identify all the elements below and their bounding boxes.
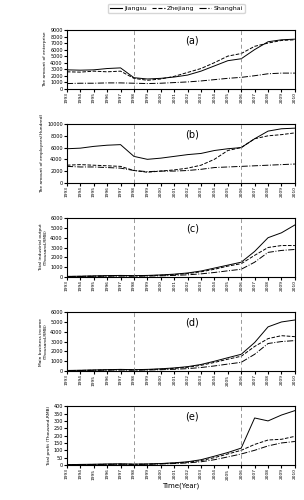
- Text: (b): (b): [185, 130, 199, 140]
- Y-axis label: Total industrial output
(Thousand,RMB): Total industrial output (Thousand,RMB): [39, 224, 47, 272]
- Text: (e): (e): [185, 412, 199, 422]
- Y-axis label: The amount of employees(Hundred): The amount of employees(Hundred): [40, 114, 44, 193]
- Y-axis label: Main business income
(Thousand,RMB): Main business income (Thousand,RMB): [39, 318, 47, 366]
- Text: (c): (c): [186, 224, 199, 234]
- Text: (d): (d): [185, 318, 199, 328]
- X-axis label: Time(Year): Time(Year): [162, 482, 199, 489]
- Legend: Jiangsu, Zhejiang, Shanghai: Jiangsu, Zhejiang, Shanghai: [108, 4, 245, 13]
- Text: (a): (a): [185, 36, 199, 46]
- Y-axis label: Total profit (Thousand,RMB): Total profit (Thousand,RMB): [47, 406, 50, 466]
- Y-axis label: The amount of enterprise: The amount of enterprise: [43, 32, 47, 87]
